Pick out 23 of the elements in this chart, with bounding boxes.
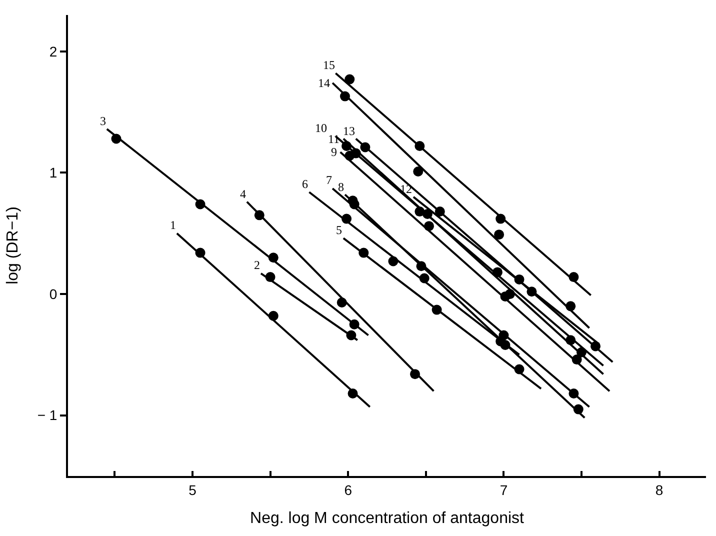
series-label: 15 — [323, 58, 335, 72]
series-label: 10 — [315, 121, 327, 135]
series-label: 6 — [302, 177, 308, 191]
series-label: 3 — [100, 114, 106, 128]
series-label: 4 — [240, 187, 246, 201]
x-tick-label: 7 — [500, 482, 508, 498]
series-label: 2 — [254, 258, 260, 272]
y-tick-label: − 1 — [37, 407, 58, 424]
x-tick-label: 8 — [655, 482, 664, 498]
y-axis-title: log (DR−1) — [4, 206, 22, 284]
series-label: 14 — [318, 76, 330, 90]
y-tick-label: 2 — [49, 43, 58, 60]
series-label: 13 — [343, 124, 355, 138]
x-tick-label: 5 — [188, 482, 197, 498]
x-tick-label: 6 — [344, 482, 352, 498]
series-label: 1 — [170, 218, 176, 232]
x-axis-title: Neg. log M concentration of antagonist — [250, 510, 525, 527]
series-label: 7 — [326, 173, 332, 187]
series-label: 5 — [336, 223, 342, 237]
y-tick-label: 1 — [49, 164, 58, 181]
series-label: 8 — [338, 180, 344, 194]
y-tick-label: 0 — [49, 286, 58, 302]
series-label: 9 — [331, 145, 337, 159]
